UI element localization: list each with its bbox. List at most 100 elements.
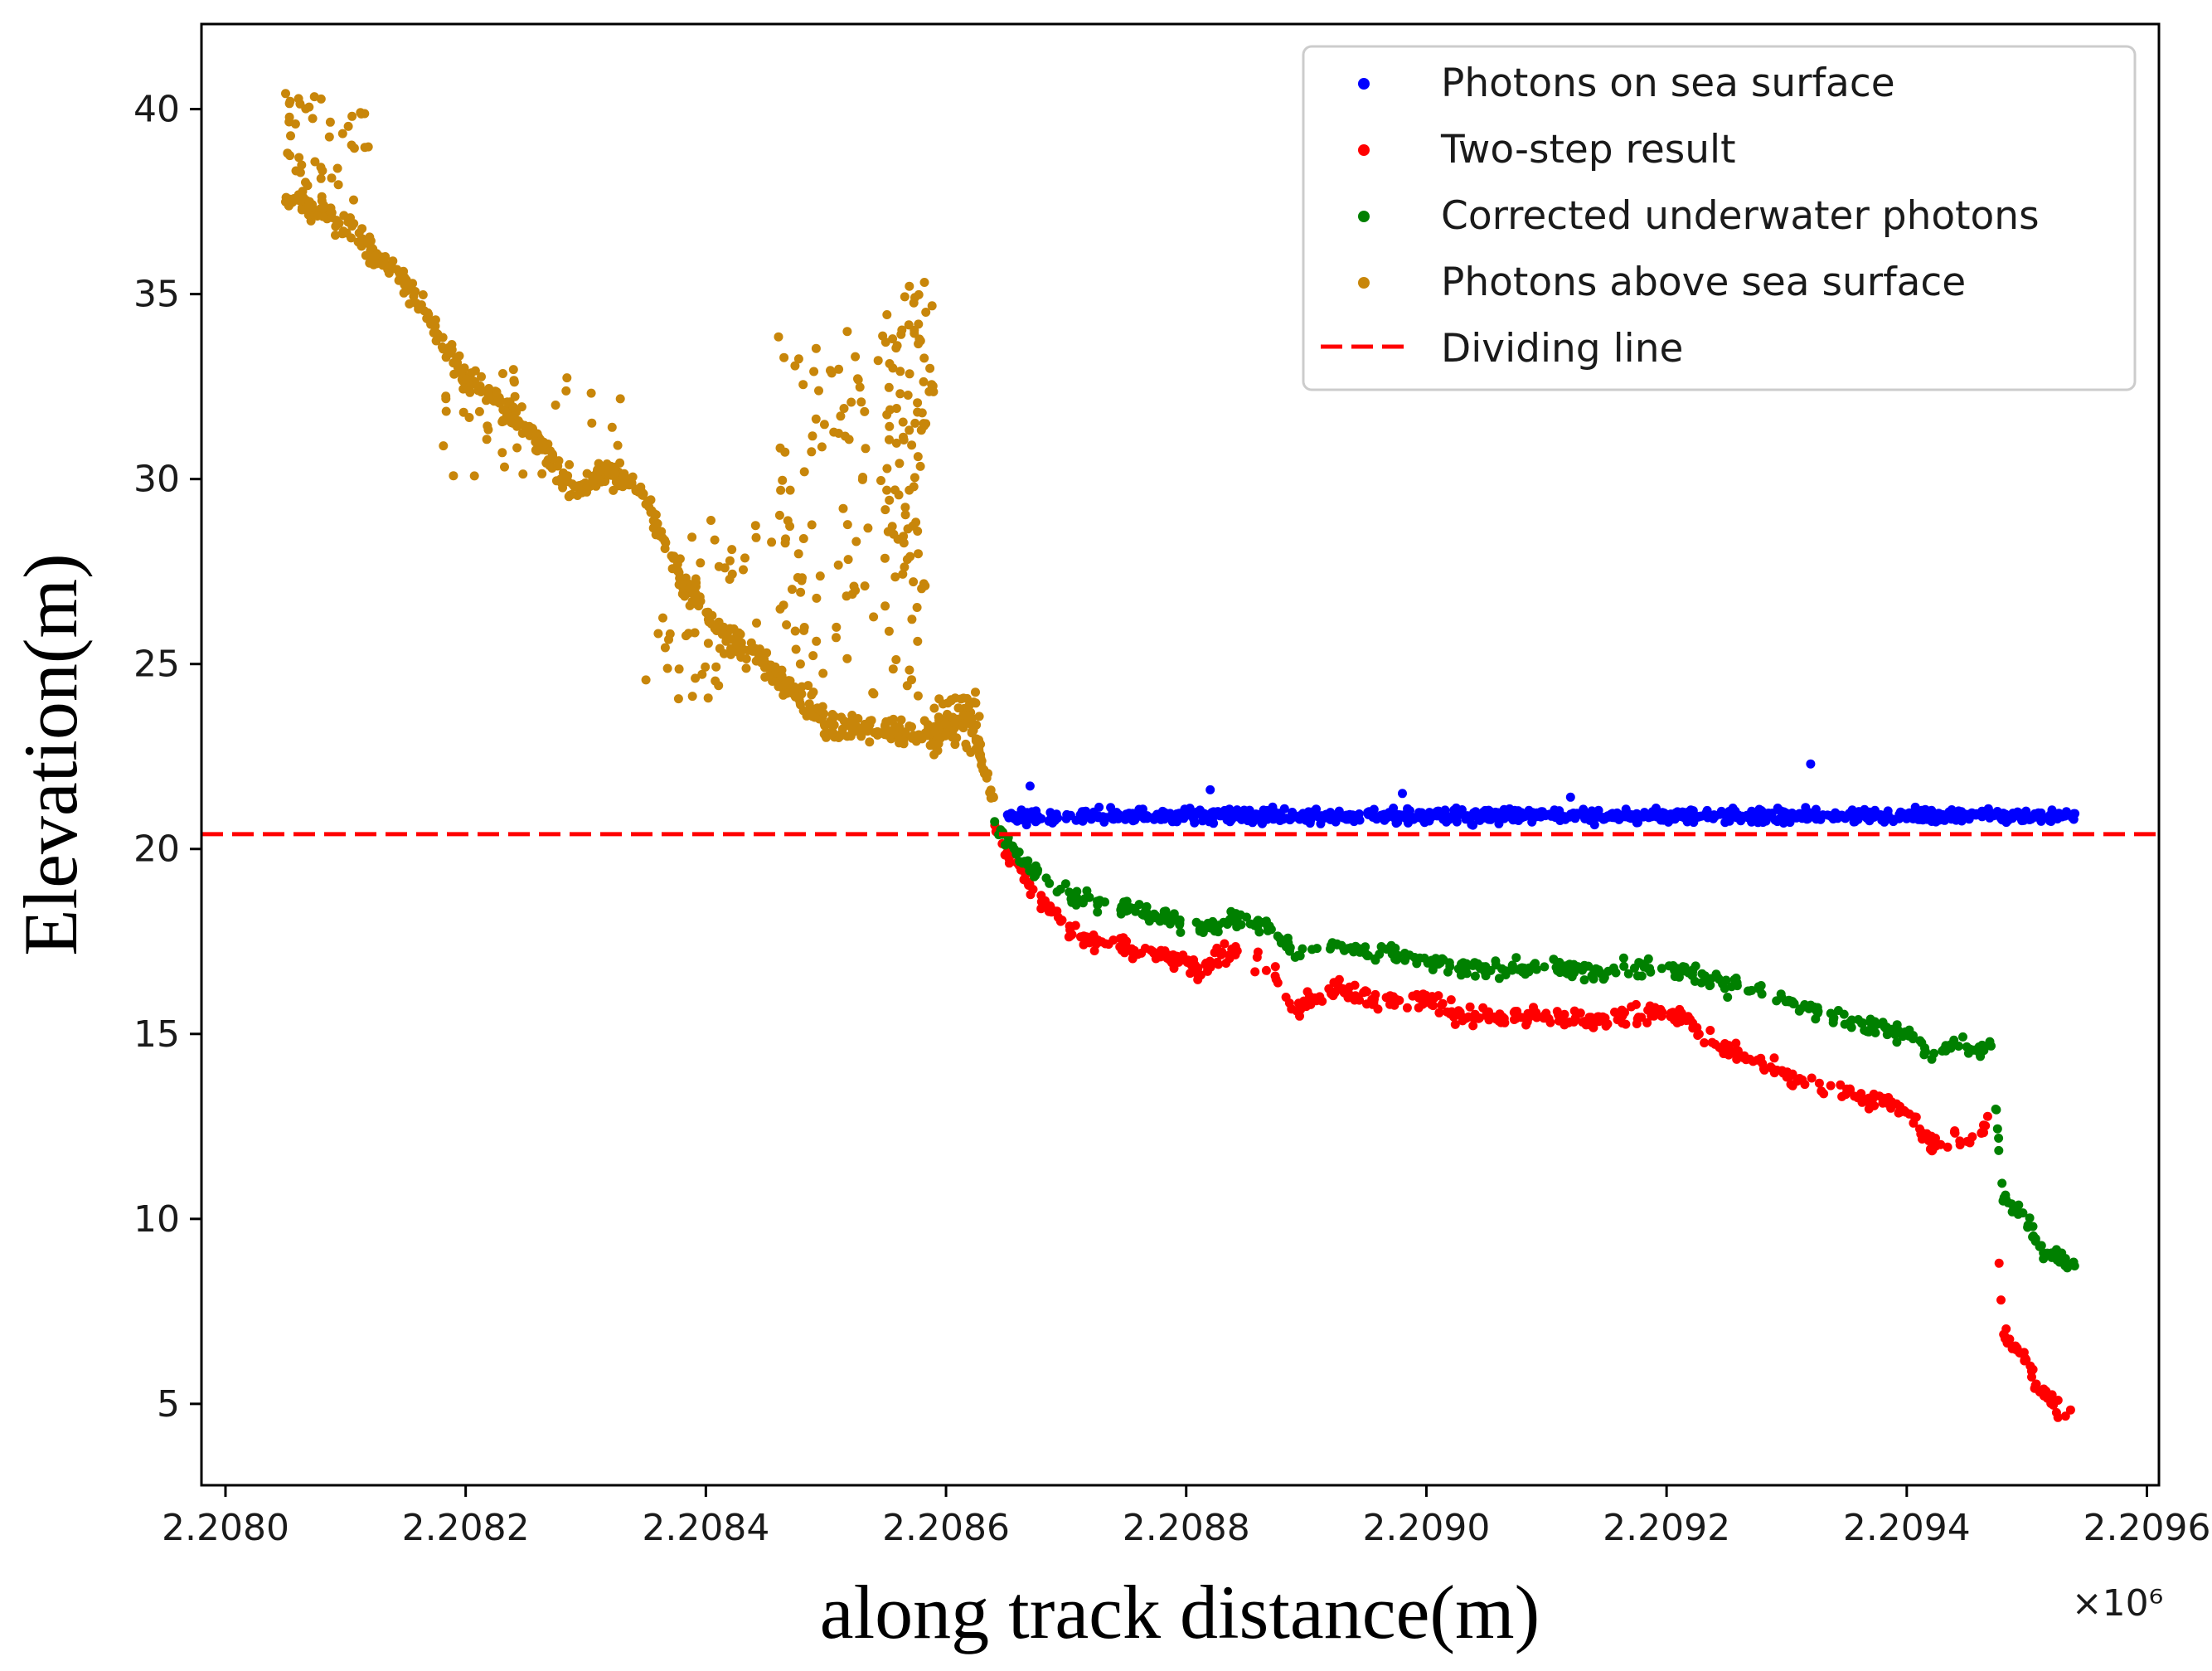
data-point — [573, 481, 583, 491]
data-point — [818, 668, 828, 678]
legend-label: Corrected underwater photons — [1441, 193, 2040, 239]
legend-dot-marker — [1358, 211, 1370, 222]
data-point — [281, 89, 290, 99]
data-point — [610, 469, 620, 478]
data-point — [808, 687, 818, 697]
data-point — [714, 561, 724, 571]
data-point — [537, 469, 547, 478]
data-point — [925, 363, 935, 373]
data-point — [953, 703, 963, 713]
data-point — [662, 663, 672, 673]
data-point — [727, 545, 737, 555]
data-point — [1788, 1081, 1797, 1091]
data-point — [339, 211, 349, 221]
data-point — [909, 298, 919, 308]
data-point — [817, 442, 827, 452]
data-point — [872, 726, 882, 736]
data-point — [1312, 944, 1322, 954]
data-point — [1732, 813, 1742, 823]
data-point — [1019, 808, 1029, 818]
data-point — [1920, 1043, 1929, 1053]
data-point — [1234, 809, 1244, 818]
data-point — [1448, 812, 1458, 822]
data-point — [833, 560, 843, 570]
data-point — [1811, 1003, 1821, 1013]
data-point — [1465, 1002, 1475, 1012]
data-point — [2036, 816, 2046, 826]
y-axis: 5 10 15 20 25 30 35 40 — [133, 89, 201, 1426]
y-tick-label: 20 — [133, 828, 180, 871]
data-point — [963, 712, 973, 722]
data-point — [2057, 1248, 2067, 1258]
data-point — [1523, 1008, 1533, 1018]
data-point — [860, 406, 870, 416]
data-point — [795, 659, 805, 669]
data-point — [498, 369, 507, 378]
data-point — [316, 173, 326, 183]
y-tick-label: 25 — [133, 644, 180, 686]
x-axis-multiplier: ×10⁶ — [2072, 1582, 2164, 1625]
data-point — [430, 327, 440, 336]
data-point — [476, 387, 486, 396]
data-point — [858, 473, 868, 482]
data-point — [1610, 1008, 1619, 1017]
data-point — [1720, 984, 1729, 993]
data-point — [905, 369, 914, 379]
data-point — [819, 420, 829, 430]
data-point — [1894, 809, 1904, 819]
data-point — [855, 382, 865, 392]
data-point — [774, 510, 784, 520]
data-point — [1947, 805, 1957, 814]
data-point — [873, 356, 883, 366]
data-point — [349, 219, 359, 229]
data-point — [1402, 1003, 1412, 1013]
data-point — [815, 571, 825, 581]
data-point — [856, 731, 866, 741]
data-point — [1715, 1042, 1724, 1052]
data-point — [1500, 1018, 1510, 1027]
data-point — [553, 461, 563, 471]
data-point — [362, 237, 372, 246]
data-point — [1065, 921, 1074, 931]
data-point — [1647, 1011, 1657, 1021]
data-point — [483, 421, 492, 431]
data-point — [929, 703, 939, 713]
data-point — [842, 731, 852, 741]
data-point — [1512, 1007, 1522, 1016]
data-point — [764, 671, 774, 681]
data-point — [508, 402, 518, 412]
data-point — [558, 483, 568, 493]
data-point — [1243, 816, 1253, 826]
data-point — [813, 703, 822, 713]
data-point — [1581, 1020, 1591, 1030]
data-point — [586, 388, 596, 398]
data-point — [1931, 1134, 1940, 1144]
data-point — [853, 374, 862, 384]
legend-dot-marker — [1358, 78, 1370, 90]
data-point — [878, 331, 888, 341]
data-point — [799, 467, 809, 477]
data-point — [396, 272, 405, 282]
data-point — [843, 555, 853, 565]
data-point — [907, 440, 917, 450]
data-point — [1329, 978, 1339, 988]
data-point — [793, 573, 803, 582]
data-point — [1554, 1016, 1564, 1026]
data-point — [690, 628, 700, 638]
data-point — [2001, 1190, 2011, 1200]
data-point — [508, 365, 518, 375]
data-point — [2008, 810, 2018, 819]
data-point — [1362, 951, 1372, 960]
y-tick-label: 35 — [133, 274, 180, 316]
data-point — [779, 680, 789, 690]
data-point — [895, 389, 905, 399]
data-point — [1032, 867, 1042, 877]
data-point — [1271, 974, 1281, 984]
data-point — [1919, 1050, 1929, 1060]
data-point — [283, 148, 293, 158]
data-point — [691, 578, 701, 588]
data-point — [860, 581, 870, 591]
data-point — [531, 445, 541, 455]
data-point — [703, 614, 713, 624]
data-point — [904, 320, 914, 330]
